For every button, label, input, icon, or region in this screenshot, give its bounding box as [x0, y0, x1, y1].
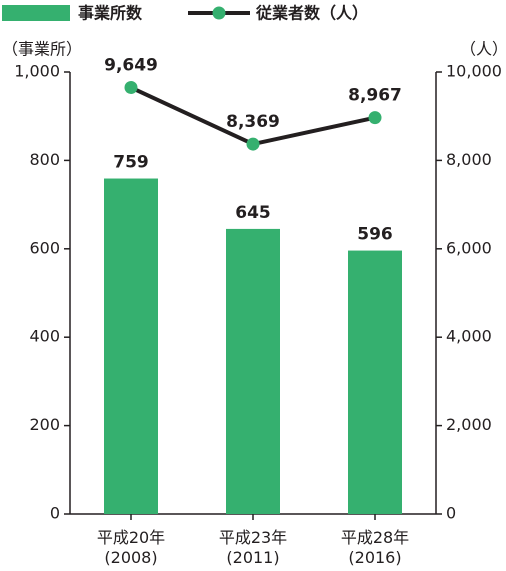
y2-tick-label: 4,000	[446, 327, 492, 346]
line-value-label: 8,967	[348, 86, 402, 106]
line-marker	[246, 137, 260, 151]
y-tick-label: 600	[29, 238, 60, 257]
legend-swatch	[212, 6, 226, 20]
y2-tick-label: 0	[446, 504, 456, 523]
y2-tick-label: 8,000	[446, 150, 492, 169]
y-unit: （事業所）	[2, 40, 82, 59]
bar	[348, 250, 402, 514]
line-value-label: 9,649	[104, 56, 158, 76]
bar	[226, 228, 280, 514]
y-tick-label: 200	[29, 415, 60, 434]
y2-tick-label: 10,000	[446, 62, 502, 81]
y2-tick-label: 6,000	[446, 238, 492, 257]
x-tick-label: 平成28年(2016)	[341, 528, 409, 567]
bar-value-label: 759	[113, 153, 149, 173]
bar-value-label: 596	[357, 225, 393, 245]
y2-tick-label: 2,000	[446, 415, 492, 434]
y-tick-label: 800	[29, 150, 60, 169]
x-tick-label: 平成23年(2011)	[219, 528, 287, 567]
y-tick-label: 1,000	[14, 62, 60, 81]
line-marker	[124, 81, 138, 95]
x-tick-label: 平成20年(2008)	[97, 528, 165, 567]
y2-unit: （人）	[460, 40, 506, 59]
y-tick-label: 400	[29, 327, 60, 346]
line-value-label: 8,369	[226, 112, 280, 132]
bar-value-label: 645	[235, 203, 271, 223]
bar	[104, 178, 158, 514]
legend-swatch	[2, 5, 70, 21]
legend-label: 事業所数	[78, 4, 143, 23]
line-marker	[368, 111, 382, 125]
legend-label: 従業者数（人）	[255, 4, 368, 23]
y-tick-label: 0	[50, 504, 60, 523]
